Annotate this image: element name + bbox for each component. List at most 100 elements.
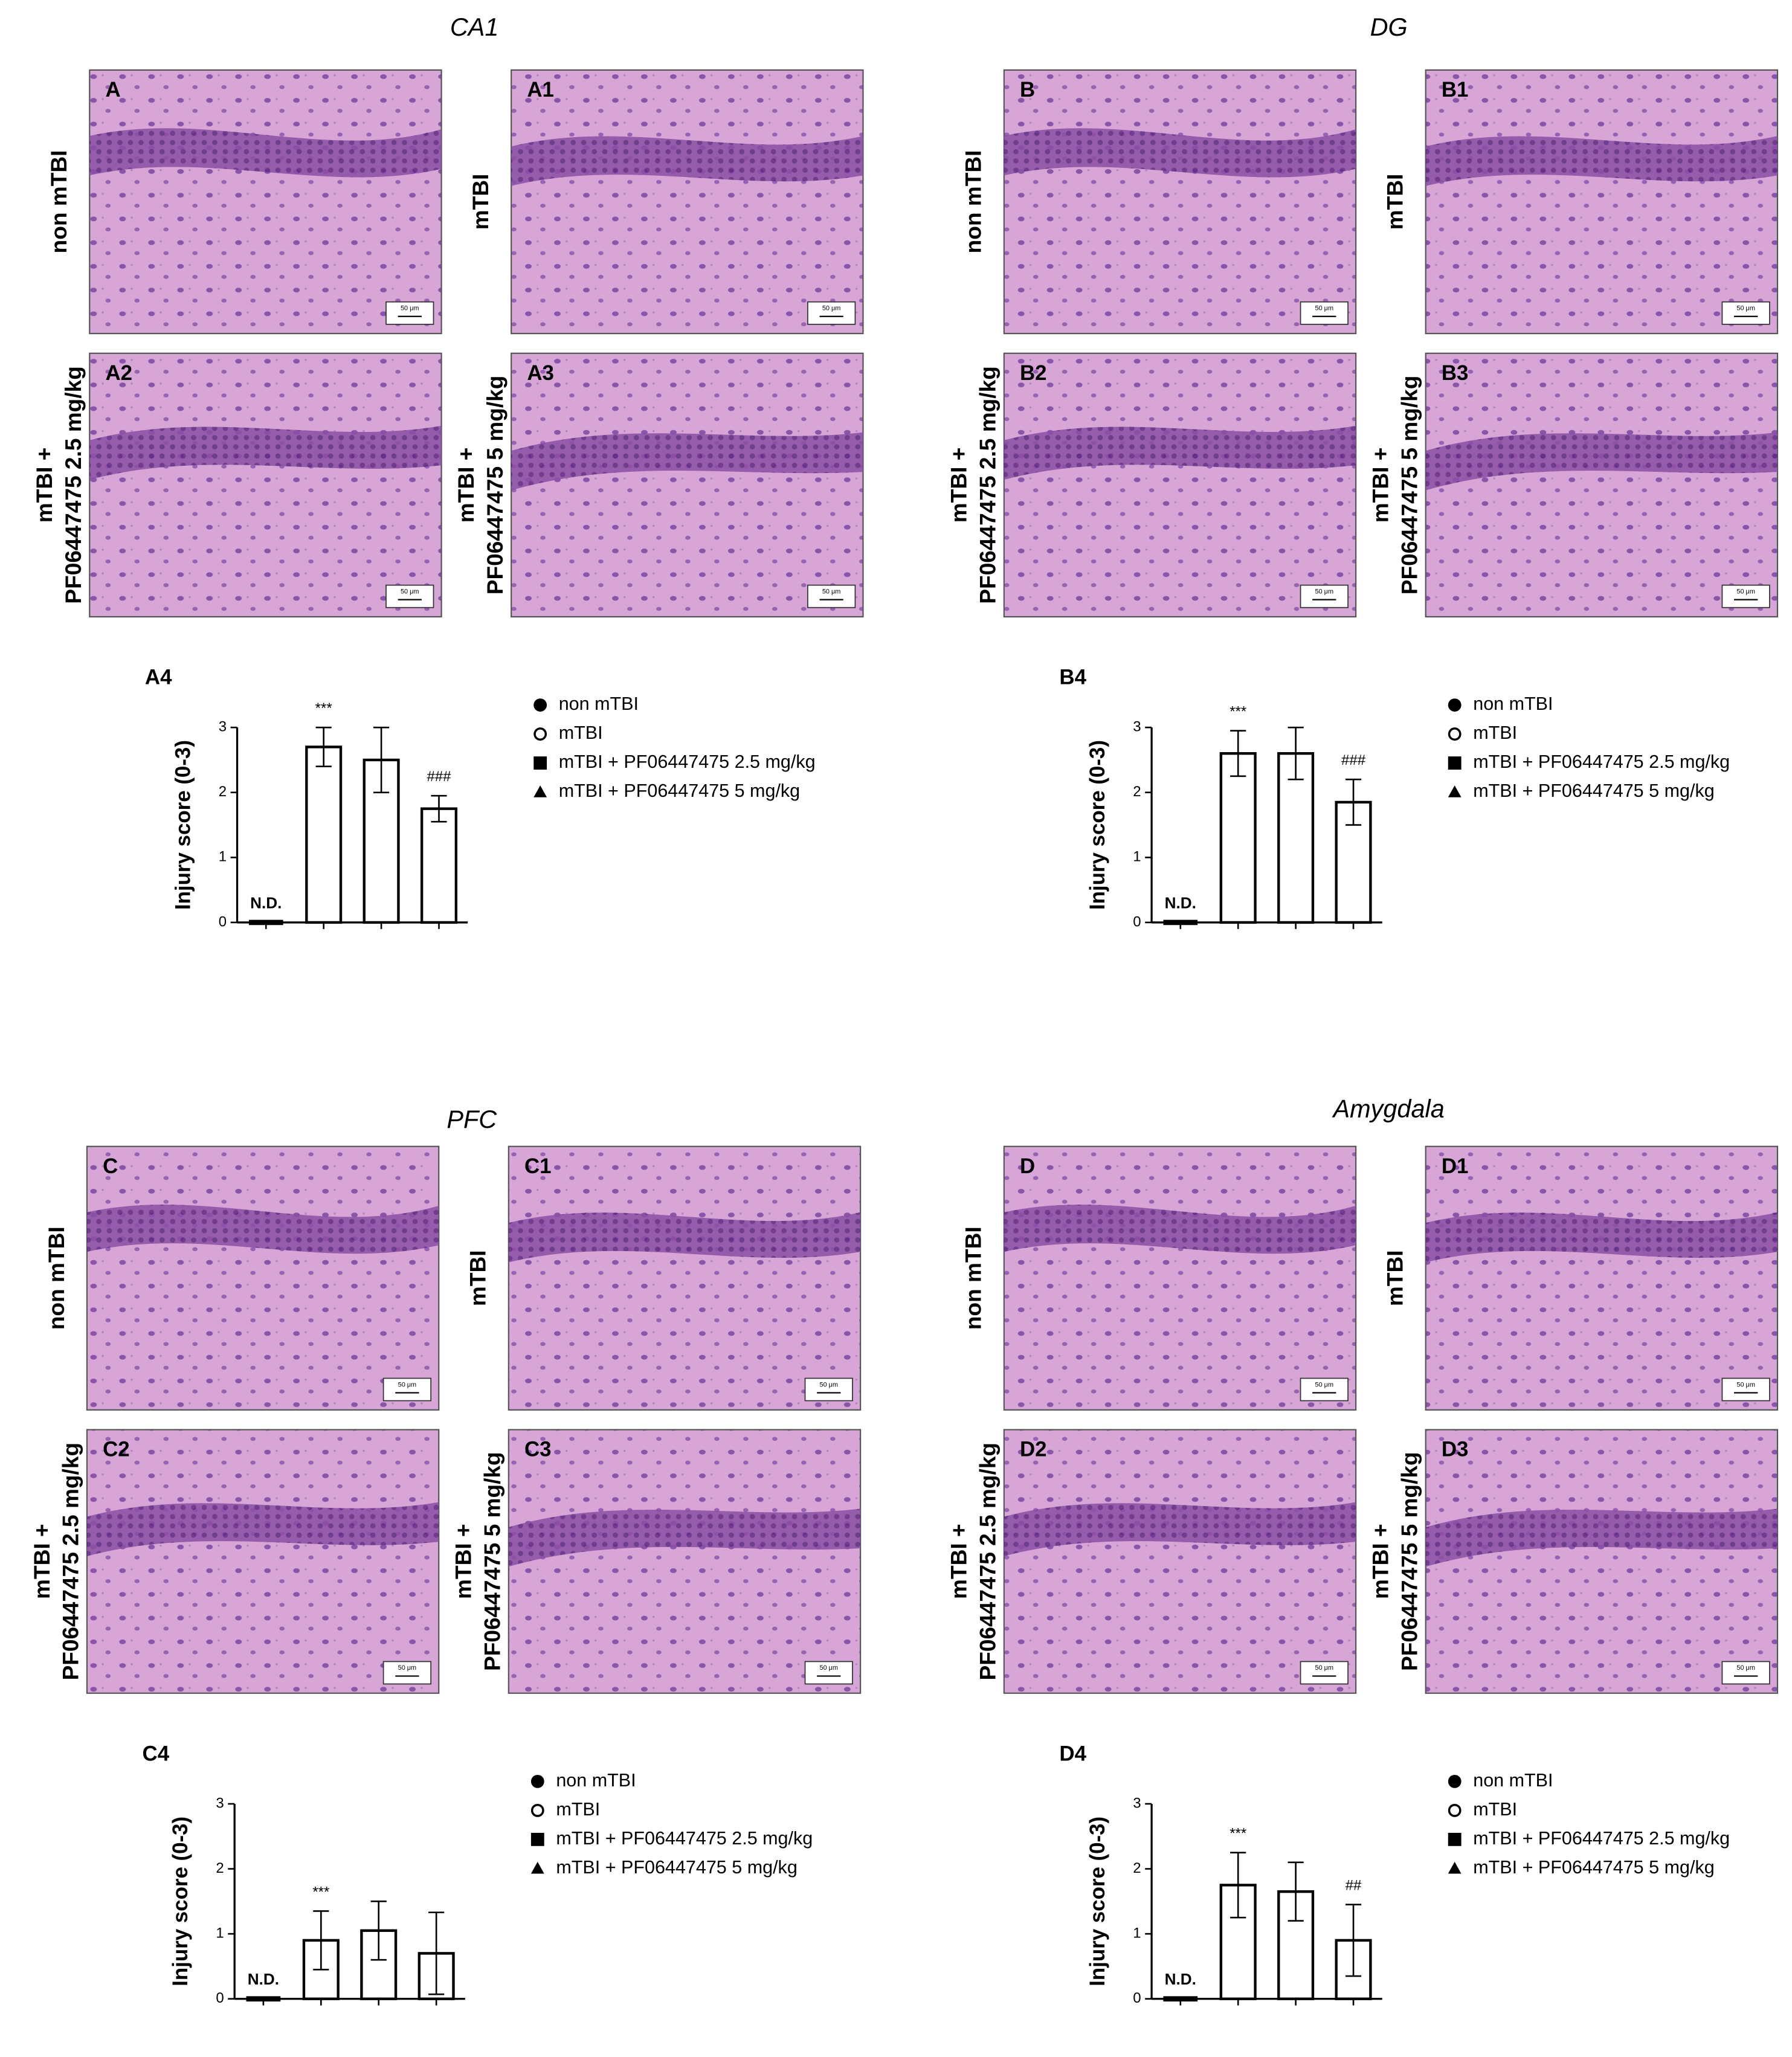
legend-marker [1448,1832,1462,1846]
legend-marker [530,1832,544,1846]
scale-bar-box [1721,301,1770,325]
significance-label: ### [427,768,452,785]
micrograph [511,352,864,618]
y-axis-label: Injury score (0-3) [1086,1817,1109,1986]
significance-label: ### [1341,752,1366,768]
error-bar [1230,1852,1246,1919]
scale-bar-box [1300,301,1349,325]
bar [360,1929,398,2000]
scale-bar-box [385,301,434,325]
scale-bar-text: 50 μm [1315,588,1334,595]
scale-bar-box [807,584,856,608]
group-label: mTBI + [946,1524,972,1599]
scale-bar-text: 50 μm [398,1664,417,1672]
y-tick-label: 3 [216,1795,224,1811]
scale-bar-text: 50 μm [1315,305,1334,312]
error-bar [1345,1904,1362,1977]
chart-label: C4 [143,1742,170,1765]
legend-marker [1448,727,1462,741]
significance-label: *** [1230,1825,1246,1841]
significance-label: *** [312,1884,329,1900]
panel-label: C1 [524,1154,552,1178]
legend-marker [1448,1803,1462,1817]
legend-marker [530,1774,544,1788]
y-tick-label: 2 [216,1860,224,1876]
cell-layer [1425,432,1778,491]
scale-bar-box [1300,584,1349,608]
micrograph [1003,1429,1357,1694]
y-tick-label: 0 [219,913,227,930]
legend-label: mTBI [556,1799,600,1820]
cell-layer [86,1205,439,1254]
panel-label: A1 [527,78,554,101]
legend-marker [533,727,547,741]
scale-bar-text: 50 μm [822,588,841,595]
scale-bar-box [1721,1661,1770,1685]
group-label: mTBI [1382,174,1408,230]
cell-layer [89,128,442,178]
legend-marker [533,698,547,712]
cell-layer [1004,128,1356,178]
scale-bar-text: 50 μm [820,1381,839,1388]
panel-label: B1 [1442,78,1469,101]
panel-label: C [103,1154,118,1178]
micrograph [1425,1145,1779,1411]
group-label: PF06447475 5 mg/kg [480,1452,505,1671]
scale-bar-text: 50 μm [822,305,841,312]
micrograph [1425,1429,1779,1694]
group-label: mTBI + [1368,448,1393,523]
y-tick-label: 2 [1133,1860,1141,1876]
significance-label: N.D. [248,1970,279,1988]
group-label: PF06447475 5 mg/kg [1397,376,1422,595]
group-label: non mTBI [961,150,986,254]
y-tick-label: 1 [1133,1925,1141,1941]
bar [420,807,458,924]
group-label: mTBI + [453,448,479,523]
scale-bar-text: 50 μm [1736,588,1755,595]
cell-layer [508,1212,861,1263]
group-label: non mTBI [44,1226,69,1330]
y-tick-label: 3 [1133,718,1141,735]
cell-layer [1425,135,1778,186]
legend-label: mTBI + PF06447475 5 mg/kg [1473,781,1714,801]
micrograph [1425,69,1779,335]
error-bar [428,1911,445,1995]
error-bar [1288,726,1304,781]
micrograph [511,69,864,335]
legend-label: mTBI + PF06447475 5 mg/kg [556,1857,797,1878]
y-tick-label: 0 [1133,1990,1141,2006]
micrograph [1425,352,1779,618]
group-label: PF06447475 5 mg/kg [482,376,508,595]
cell-layer [1004,1205,1356,1254]
scale-bar-box [807,301,856,325]
y-axis-label: Injury score (0-3) [172,740,195,910]
scale-bar-text: 50 μm [1315,1664,1334,1672]
legend-label: non mTBI [1473,1770,1553,1791]
group-label: mTBI [468,174,493,230]
panel-label: A2 [105,361,132,385]
error-bar [431,794,447,823]
cell-layer [1425,1508,1778,1567]
micrograph [86,1429,440,1694]
significance-label: N.D. [250,893,282,912]
panel-label: D1 [1442,1154,1469,1178]
legend-marker [530,1803,544,1817]
y-tick-label: 3 [219,718,227,735]
y-tick-label: 3 [1133,1795,1141,1811]
panel-label: B [1020,78,1035,101]
error-bar [1288,1861,1304,1922]
significance-label: *** [1230,703,1246,719]
cell-layer [511,135,863,186]
legend-label: non mTBI [559,694,639,714]
legend-label: mTBI [1473,1799,1517,1820]
error-bar [313,1910,329,1971]
panel-label: D3 [1442,1438,1469,1461]
error-bar [315,726,332,768]
legend-label: mTBI + PF06447475 5 mg/kg [1473,1857,1714,1878]
legend-marker [1448,756,1462,770]
group-label: non mTBI [961,1226,986,1330]
cell-layer [89,425,442,480]
chart-label: D4 [1059,1742,1086,1765]
